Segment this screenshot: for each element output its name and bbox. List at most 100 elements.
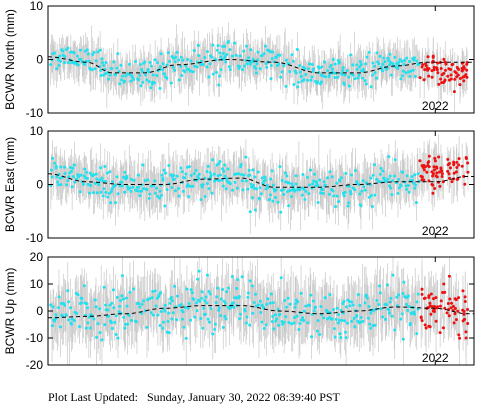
observed-point <box>407 190 411 194</box>
observed-point <box>207 75 211 79</box>
observed-point <box>260 176 264 180</box>
recent-point <box>434 174 438 178</box>
observed-point <box>412 310 416 314</box>
observed-point <box>141 80 145 84</box>
observed-point <box>331 67 335 71</box>
observed-point <box>257 197 261 201</box>
observed-point <box>223 55 227 59</box>
observed-point <box>107 314 111 318</box>
recent-point <box>440 81 444 85</box>
observed-point <box>358 60 362 64</box>
observed-point <box>403 59 407 63</box>
observed-point <box>59 302 63 306</box>
observed-point <box>355 67 359 71</box>
observed-point <box>155 74 159 78</box>
observed-point <box>84 326 88 330</box>
observed-point <box>114 314 118 318</box>
observed-point <box>344 171 348 175</box>
observed-point <box>397 186 401 190</box>
recent-point <box>461 319 465 323</box>
observed-point <box>352 316 356 320</box>
observed-point <box>76 63 80 67</box>
observed-point <box>56 306 60 310</box>
observed-point <box>222 169 226 173</box>
observed-point <box>395 62 399 66</box>
observed-point <box>248 210 252 214</box>
recent-point <box>438 170 442 174</box>
observed-point <box>234 53 238 57</box>
recent-point <box>453 312 457 316</box>
observed-point <box>175 318 179 322</box>
recent-point <box>420 319 424 323</box>
observed-point <box>246 295 250 299</box>
recent-point <box>427 74 431 78</box>
observed-point <box>173 189 177 193</box>
observed-point <box>359 320 363 324</box>
observed-point <box>128 290 132 294</box>
observed-point <box>299 291 303 295</box>
observed-point <box>399 184 403 188</box>
observed-point <box>199 317 203 321</box>
observed-point <box>397 293 401 297</box>
observed-point <box>138 73 142 77</box>
observed-point <box>167 311 171 315</box>
observed-point <box>217 83 221 87</box>
observed-point <box>336 321 340 325</box>
observed-point <box>70 322 74 326</box>
recent-point <box>434 296 438 300</box>
observed-point <box>167 163 171 167</box>
recent-point <box>452 321 456 325</box>
observed-point <box>364 62 368 66</box>
observed-point <box>368 322 372 326</box>
observed-point <box>145 325 149 329</box>
observed-point <box>347 201 351 205</box>
observed-point <box>158 86 162 90</box>
observed-point <box>221 184 225 188</box>
observed-point <box>361 179 365 183</box>
observed-point <box>188 69 192 73</box>
observed-point <box>250 196 254 200</box>
observed-point <box>375 298 379 302</box>
observed-point <box>203 312 207 316</box>
observed-point <box>201 183 205 187</box>
observed-point <box>302 187 306 191</box>
observed-point <box>298 321 302 325</box>
y-tick-label: 0 <box>36 53 43 67</box>
observed-point <box>167 331 171 335</box>
recent-point <box>420 287 424 291</box>
observed-point <box>82 284 86 288</box>
y-tick-label: 10 <box>30 277 44 291</box>
observed-point <box>306 78 310 82</box>
observed-point <box>242 173 246 177</box>
observed-point <box>309 78 313 82</box>
observed-point <box>332 194 336 198</box>
observed-point <box>297 80 301 84</box>
observed-point <box>344 305 348 309</box>
observed-point <box>221 44 225 48</box>
observed-point <box>258 67 262 71</box>
observed-point <box>151 313 155 317</box>
recent-point <box>422 78 426 82</box>
recent-point <box>432 309 436 313</box>
observed-point <box>158 324 162 328</box>
observed-point <box>404 71 408 75</box>
observed-point <box>311 299 315 303</box>
observed-point <box>404 302 408 306</box>
observed-point <box>208 171 212 175</box>
observed-point <box>270 320 274 324</box>
recent-point <box>436 71 440 75</box>
observed-point <box>117 69 121 73</box>
observed-point <box>131 77 135 81</box>
observed-point <box>308 62 312 66</box>
observed-point <box>221 325 225 329</box>
observed-point <box>100 176 104 180</box>
observed-point <box>179 303 183 307</box>
observed-point <box>125 176 129 180</box>
observed-point <box>331 189 335 193</box>
observed-point <box>332 71 336 75</box>
observed-point <box>95 191 99 195</box>
observed-point <box>362 185 366 189</box>
observed-point <box>207 320 211 324</box>
observed-point <box>377 62 381 66</box>
recent-point <box>452 90 456 94</box>
